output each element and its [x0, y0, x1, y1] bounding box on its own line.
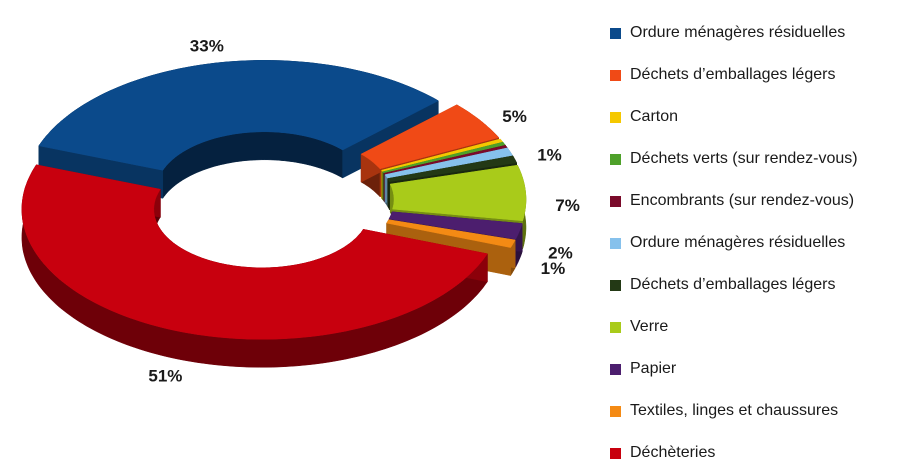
slice-top [389, 164, 527, 222]
legend-item: Textiles, linges et chaussures [610, 390, 897, 432]
legend-label: Déchets d’emballages légers [630, 276, 836, 293]
legend-swatch [610, 405, 621, 417]
legend-label: Verre [630, 318, 669, 335]
data-label: 1% [541, 259, 566, 278]
slice-top [388, 211, 523, 240]
legend-label: Papier [630, 360, 677, 377]
legend-swatch [610, 279, 621, 291]
legend-label: Textiles, linges et chaussures [630, 402, 839, 419]
slice-top [21, 164, 488, 340]
legend-swatch [610, 363, 621, 375]
legend-label: Ordure ménagères résiduelles [630, 234, 846, 251]
legend-swatch [610, 321, 621, 333]
chart-legend: Ordure ménagères résiduelles Déchets d’em… [610, 12, 897, 474]
legend-item: Carton [610, 96, 897, 138]
legend-item: Verre [610, 306, 897, 348]
data-label: 7% [555, 196, 580, 215]
legend-swatch [610, 153, 621, 165]
slice-top [384, 147, 513, 179]
data-label: 5% [502, 107, 527, 126]
legend-swatch [610, 69, 621, 81]
legend-item: Déchèteries [610, 432, 897, 474]
legend-swatch [610, 111, 621, 123]
slice-top [38, 60, 439, 171]
legend-item: Ordure ménagères résiduelles [610, 222, 897, 264]
legend-item: Déchets d’emballages légers [610, 264, 897, 306]
legend-label: Déchets d’emballages légers [630, 66, 836, 83]
legend-item: Papier [610, 348, 897, 390]
legend-item: Ordure ménagères résiduelles [610, 12, 897, 54]
legend-swatch [610, 237, 621, 249]
legend-swatch [610, 27, 621, 39]
slice-top [360, 104, 500, 170]
legend-label: Encombrants (sur rendez-vous) [630, 192, 855, 209]
legend-swatch [610, 195, 621, 207]
data-label: 1% [537, 146, 562, 165]
slice-top [387, 155, 518, 182]
legend-label: Ordure ménagères résiduelles [630, 24, 846, 41]
legend-label: Déchets verts (sur rendez-vous) [630, 150, 858, 167]
data-label: 33% [190, 37, 224, 56]
data-label: 51% [148, 367, 182, 386]
data-label: 2% [548, 244, 573, 263]
donut-chart: 33% 5% 1% 7% 2% 1% 51% [21, 37, 580, 386]
donut-chart-svg: 33%5%1%7%2%1%51% [21, 37, 580, 386]
legend-swatch [610, 447, 621, 459]
legend-label: Carton [630, 108, 679, 125]
legend-label: Déchèteries [630, 444, 716, 461]
legend-item: Déchets d’emballages légers [610, 54, 897, 96]
legend-item: Déchets verts (sur rendez-vous) [610, 138, 897, 180]
slice-top [386, 219, 516, 248]
legend-item: Encombrants (sur rendez-vous) [610, 180, 897, 222]
